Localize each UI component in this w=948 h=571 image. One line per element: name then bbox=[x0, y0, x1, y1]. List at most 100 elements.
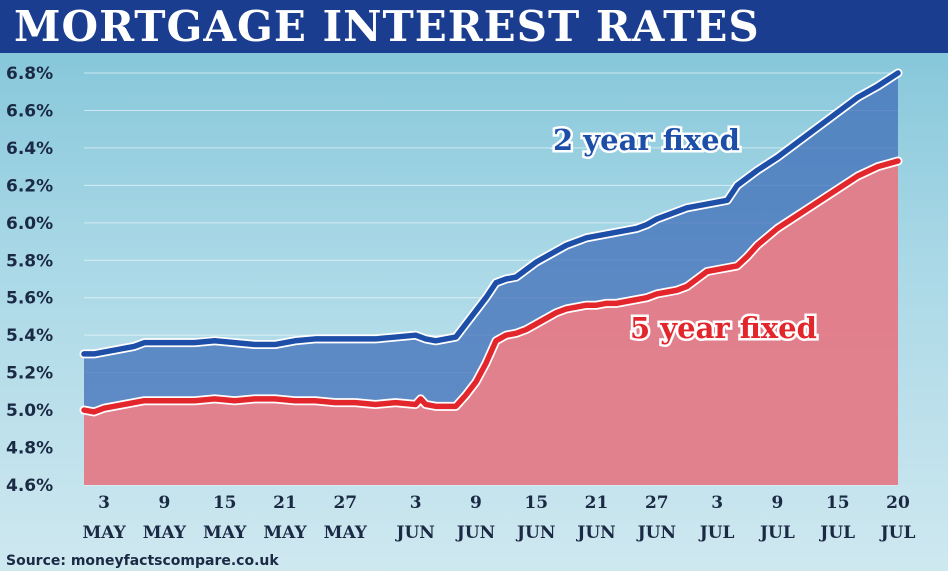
data-point-2-year bbox=[233, 341, 236, 344]
data-point-2-year bbox=[334, 337, 337, 341]
x-tick-day: 20 bbox=[886, 493, 910, 513]
data-point-5-year bbox=[725, 266, 729, 269]
data-point-2-year bbox=[504, 277, 508, 281]
y-tick-label: 6.8% bbox=[6, 64, 53, 84]
y-tick-label: 5.6% bbox=[6, 289, 53, 309]
x-tick-day: 9 bbox=[158, 493, 170, 513]
x-tick-month: JUL bbox=[758, 523, 795, 543]
data-point-2-year bbox=[595, 234, 598, 238]
x-tick-month: JUN bbox=[636, 523, 676, 543]
data-point-5-year bbox=[856, 174, 860, 178]
data-point-5-year bbox=[102, 407, 106, 410]
data-point-2-year bbox=[896, 71, 900, 75]
data-point-2-year bbox=[565, 244, 568, 247]
x-tick-month: JUL bbox=[698, 523, 735, 543]
data-point-5-year bbox=[565, 307, 568, 311]
data-point-5-year bbox=[374, 403, 377, 406]
data-point-5-year bbox=[354, 401, 357, 404]
data-point-5-year bbox=[776, 227, 779, 230]
data-point-5-year bbox=[143, 399, 146, 402]
data-point-2-year bbox=[213, 339, 216, 342]
x-tick-month: JUL bbox=[818, 523, 855, 543]
data-point-2-year bbox=[122, 347, 126, 350]
y-tick-label: 5.0% bbox=[6, 401, 53, 421]
series-label-5-year: 5 year fixed bbox=[630, 311, 817, 345]
data-point-5-year bbox=[173, 399, 176, 402]
data-point-2-year bbox=[474, 309, 478, 313]
data-point-2-year bbox=[524, 268, 528, 271]
data-point-5-year bbox=[293, 399, 297, 402]
data-point-5-year bbox=[233, 399, 236, 402]
y-tick-label: 6.4% bbox=[6, 139, 53, 159]
data-point-2-year bbox=[725, 199, 729, 202]
x-tick-month: JUN bbox=[575, 523, 615, 543]
data-point-5-year bbox=[524, 328, 528, 331]
data-point-5-year bbox=[414, 403, 417, 406]
y-tick-label: 4.8% bbox=[6, 439, 53, 459]
data-point-2-year bbox=[535, 260, 538, 264]
x-tick-month: JUN bbox=[455, 523, 495, 543]
data-point-5-year bbox=[92, 410, 96, 414]
data-point-5-year bbox=[555, 311, 558, 314]
source-note: Source: moneyfactscompare.co.uk bbox=[6, 553, 279, 569]
x-tick-month: JUN bbox=[394, 523, 434, 543]
data-point-2-year bbox=[555, 249, 558, 253]
data-point-2-year bbox=[273, 343, 277, 346]
data-point-5-year bbox=[685, 285, 689, 288]
data-point-5-year bbox=[153, 399, 156, 402]
data-point-5-year bbox=[615, 302, 618, 305]
data-point-5-year bbox=[313, 399, 317, 402]
data-point-5-year bbox=[635, 298, 638, 301]
data-point-5-year bbox=[273, 397, 277, 401]
x-tick-month: MAY bbox=[82, 523, 126, 543]
data-point-2-year bbox=[394, 335, 397, 339]
data-point-5-year bbox=[816, 201, 819, 204]
data-point-2-year bbox=[796, 141, 799, 144]
x-tick-month: MAY bbox=[143, 523, 187, 543]
data-point-5-year bbox=[665, 290, 669, 294]
data-point-5-year bbox=[736, 264, 739, 268]
data-point-5-year bbox=[464, 393, 468, 397]
data-point-5-year bbox=[796, 214, 799, 217]
data-point-5-year bbox=[253, 397, 257, 401]
data-point-2-year bbox=[756, 169, 759, 172]
x-tick-day: 15 bbox=[826, 493, 850, 513]
data-point-2-year bbox=[715, 201, 719, 204]
data-point-5-year bbox=[595, 304, 598, 307]
y-tick-label: 6.0% bbox=[6, 214, 53, 234]
data-point-2-year bbox=[635, 227, 638, 230]
data-point-2-year bbox=[414, 333, 417, 337]
data-point-2-year bbox=[655, 217, 659, 221]
data-point-2-year bbox=[133, 345, 136, 348]
data-point-5-year bbox=[746, 255, 749, 258]
x-tick-day: 15 bbox=[213, 493, 237, 513]
x-tick-month: JUN bbox=[515, 523, 555, 543]
data-point-2-year bbox=[434, 339, 437, 342]
data-point-5-year bbox=[896, 159, 900, 163]
data-point-2-year bbox=[82, 352, 86, 356]
data-point-5-year bbox=[484, 362, 488, 365]
data-point-2-year bbox=[876, 84, 880, 88]
data-point-5-year bbox=[193, 399, 196, 402]
data-point-5-year bbox=[535, 322, 538, 326]
x-tick-day: 3 bbox=[711, 493, 723, 513]
data-point-2-year bbox=[836, 111, 839, 114]
data-point-2-year bbox=[736, 184, 739, 187]
data-point-5-year bbox=[474, 380, 478, 384]
data-point-2-year bbox=[585, 236, 588, 239]
x-tick-day: 9 bbox=[470, 493, 482, 513]
data-point-2-year bbox=[685, 206, 689, 210]
x-tick-day: 27 bbox=[645, 493, 669, 513]
data-point-2-year bbox=[163, 341, 166, 344]
data-point-5-year bbox=[213, 397, 216, 401]
x-tick-day: 9 bbox=[771, 493, 783, 513]
data-point-2-year bbox=[545, 255, 548, 258]
x-tick-day: 21 bbox=[273, 493, 297, 513]
data-point-5-year bbox=[705, 270, 709, 273]
data-point-2-year bbox=[354, 337, 357, 341]
y-tick-label: 6.2% bbox=[6, 176, 53, 196]
data-point-2-year bbox=[605, 232, 608, 236]
data-point-5-year bbox=[605, 302, 608, 305]
data-point-5-year bbox=[836, 187, 839, 191]
